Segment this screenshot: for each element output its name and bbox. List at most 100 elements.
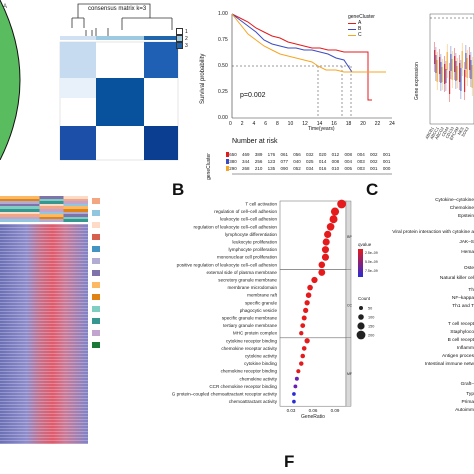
risk-cell: 077 [280, 159, 288, 164]
kegg-term-label: Inflamm [456, 346, 474, 351]
consensus-matrix [59, 3, 179, 161]
consensus-title: consensus matrix k=3 [88, 6, 147, 12]
kegg-term-label: Typ [466, 392, 474, 397]
km-ytick: 0.50 [218, 63, 228, 69]
panel-b: consensus matrix k=3 1 2 3 B [52, 0, 188, 220]
risk-cell: 176 [268, 152, 276, 157]
go-dot [300, 323, 306, 328]
risk-cell: 268 [242, 166, 250, 171]
go-dotplot: BP CC MF T cell activation regulation of cel… [172, 199, 378, 420]
risk-cell: 020 [319, 152, 327, 157]
go-term-label: CCR chemokine receptor binding [209, 384, 277, 389]
panel-a: A [0, 0, 40, 161]
qvalue-tick: 5.0e–09 [365, 260, 378, 264]
go-dot [296, 369, 301, 374]
heatmap-annotation-row [0, 201, 88, 204]
heatmap-annotation-row [0, 206, 88, 209]
count-tick: 50 [368, 307, 372, 311]
go-dot [293, 384, 298, 389]
kegg-term-label: Natural killer cel [439, 276, 474, 281]
risk-cell: 008 [344, 152, 352, 157]
go-term-label: chemokine receptor activity [221, 346, 277, 351]
go-dot [324, 230, 332, 238]
risk-cell: 256 [255, 159, 263, 164]
go-dot [294, 376, 299, 381]
risk-cell: 000 [383, 166, 391, 171]
risk-cell: 210 [255, 166, 263, 171]
go-section-label: BP [347, 235, 352, 239]
go-dot [322, 238, 330, 246]
go-term-label: specific granule [245, 300, 277, 305]
heatmap-legend [90, 198, 112, 368]
box-gene-label: CD133 [444, 125, 455, 139]
go-dot [311, 276, 318, 284]
risk-cell: 034 [306, 166, 314, 171]
panel-a-label: A [3, 4, 8, 10]
risk-cell: 003 [357, 159, 365, 164]
go-dot [304, 338, 310, 344]
risk-cell: 001 [383, 152, 391, 157]
risk-cell: 135 [268, 166, 276, 171]
go-dot [305, 292, 312, 298]
go-dot [303, 307, 309, 314]
go-dot [329, 215, 338, 224]
km-legend: geneCluster A B C [348, 14, 375, 38]
count-legend-dot [358, 314, 364, 320]
risk-cell: 001 [383, 159, 391, 164]
go-term-label: leukocyte proliferation [232, 240, 277, 245]
go-dot [330, 207, 340, 216]
go-dot [326, 222, 335, 231]
heatmap-annotation-row [0, 209, 88, 212]
heatmap-annotation-row [0, 196, 88, 199]
heatmap-annotation-row [0, 211, 88, 215]
box-gene-label: SOX2 [460, 125, 470, 137]
heatmap-annotation-row [0, 216, 88, 220]
qvalue-tick: 7.5e–09 [365, 269, 378, 273]
heatmap-legend-swatch [92, 210, 100, 216]
go-section-label: CC [347, 304, 353, 308]
heatmap-legend-swatch [92, 306, 100, 312]
pca-circle [0, 0, 21, 161]
panel-f-letter: F [284, 452, 295, 471]
go-term-label: secretory granule membrane [218, 278, 277, 283]
go-term-label: cytokine binding [244, 361, 277, 366]
risk-cell: 290 [229, 166, 237, 171]
kegg-term-label: Th1 and T [452, 304, 474, 309]
go-xtick: 0.03 [287, 408, 296, 413]
heatmap-legend-swatch [92, 234, 100, 240]
go-dot [337, 199, 346, 209]
go-term-label: cytokine receptor binding [226, 338, 278, 343]
heatmap [0, 196, 90, 446]
risk-cell: 380 [229, 159, 237, 164]
go-dot [292, 399, 296, 404]
go-dot [321, 253, 330, 261]
heatmap-legend-swatch [92, 318, 100, 324]
panel-go: BP CC MF T cell activation regulation of cel… [130, 196, 380, 436]
kegg-term-label: B cell recept [447, 338, 474, 343]
go-term-label: regulation of cell–cell adhesion [214, 209, 277, 214]
risk-cell: 014 [319, 159, 327, 164]
count-title: Count [358, 296, 371, 301]
risk-cell: 002 [370, 152, 378, 157]
heatmap-legend-swatch [92, 222, 100, 228]
risk-cell: 052 [293, 166, 301, 171]
heatmap-annotation-row [0, 219, 88, 222]
box-gene-label: ABCC1 [429, 125, 440, 140]
box-gene-label: CD44 [440, 125, 450, 137]
risk-cell: 032 [306, 152, 314, 157]
risk-cell: 650 [229, 152, 237, 157]
count-tick: 200 [368, 334, 374, 338]
go-term-label: specific granule membrane [222, 316, 278, 321]
kegg-term-label: Prima [461, 400, 474, 405]
risk-cell: 040 [293, 159, 301, 164]
panel-boxplot: ABCB1 ABCC1 ABCG2 CD44 CD133 EPCAM NES SOX2 Gen… [408, 0, 474, 170]
count-legend-dot [356, 330, 366, 340]
kegg-term-label: Graft– [460, 382, 474, 387]
risk-cell: 001 [370, 166, 378, 171]
risk-title: Number at risk [232, 138, 278, 145]
risk-cell: 469 [242, 152, 250, 157]
go-term-label: MHC protein complex [233, 331, 278, 336]
kegg-term-label: Autoimm [455, 408, 474, 413]
kegg-term-label: T cell recept [447, 322, 474, 327]
go-xtick: 0.06 [309, 408, 318, 413]
